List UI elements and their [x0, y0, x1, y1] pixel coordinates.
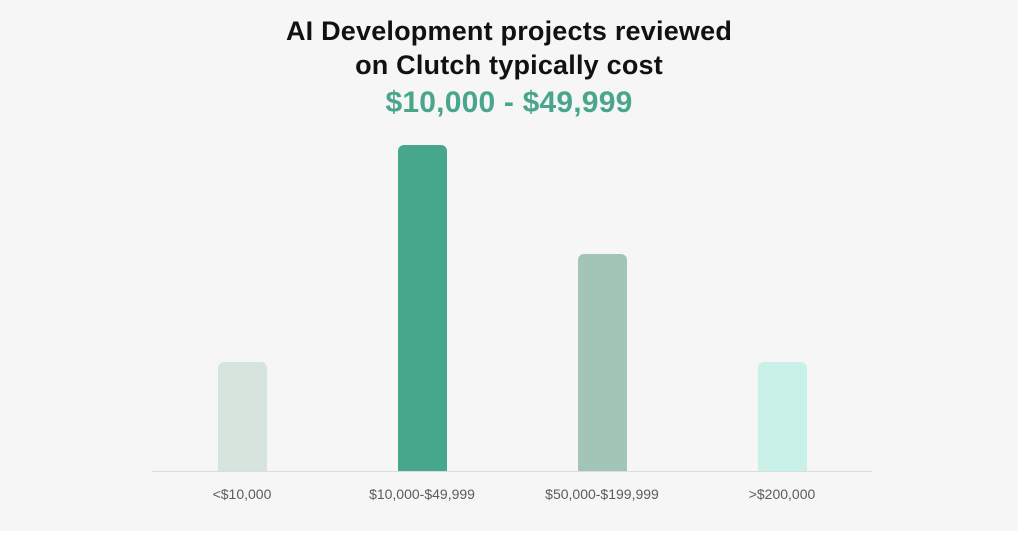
chart-highlight-value: $10,000 - $49,999 — [385, 86, 633, 119]
chart-canvas: AI Development projects reviewed on Clut… — [0, 14, 1018, 502]
bar-10k-49k — [397, 145, 447, 471]
bar-under-10k — [217, 362, 267, 471]
x-axis-labels: <$10,000 $10,000-$49,999 $50,000-$199,99… — [152, 486, 872, 502]
bar-slot — [692, 146, 872, 471]
bar-slot — [512, 146, 692, 471]
chart-title-block: AI Development projects reviewed on Clut… — [0, 14, 1018, 120]
x-axis-label: $10,000-$49,999 — [369, 486, 475, 502]
chart-title-line-1: AI Development projects reviewed — [285, 16, 733, 46]
bar-slot — [152, 146, 332, 471]
bar-plot-area — [152, 145, 872, 472]
x-axis-label: <$10,000 — [212, 486, 272, 502]
bar-50k-199k — [577, 254, 627, 471]
x-axis-label: $50,000-$199,999 — [545, 486, 659, 502]
bottom-white-strip — [0, 531, 1018, 543]
bar-over-200k — [757, 362, 807, 471]
chart-title-line-2: on Clutch typically cost — [355, 50, 663, 80]
x-axis-label: >$200,000 — [748, 486, 816, 502]
bar-slot — [332, 145, 512, 471]
